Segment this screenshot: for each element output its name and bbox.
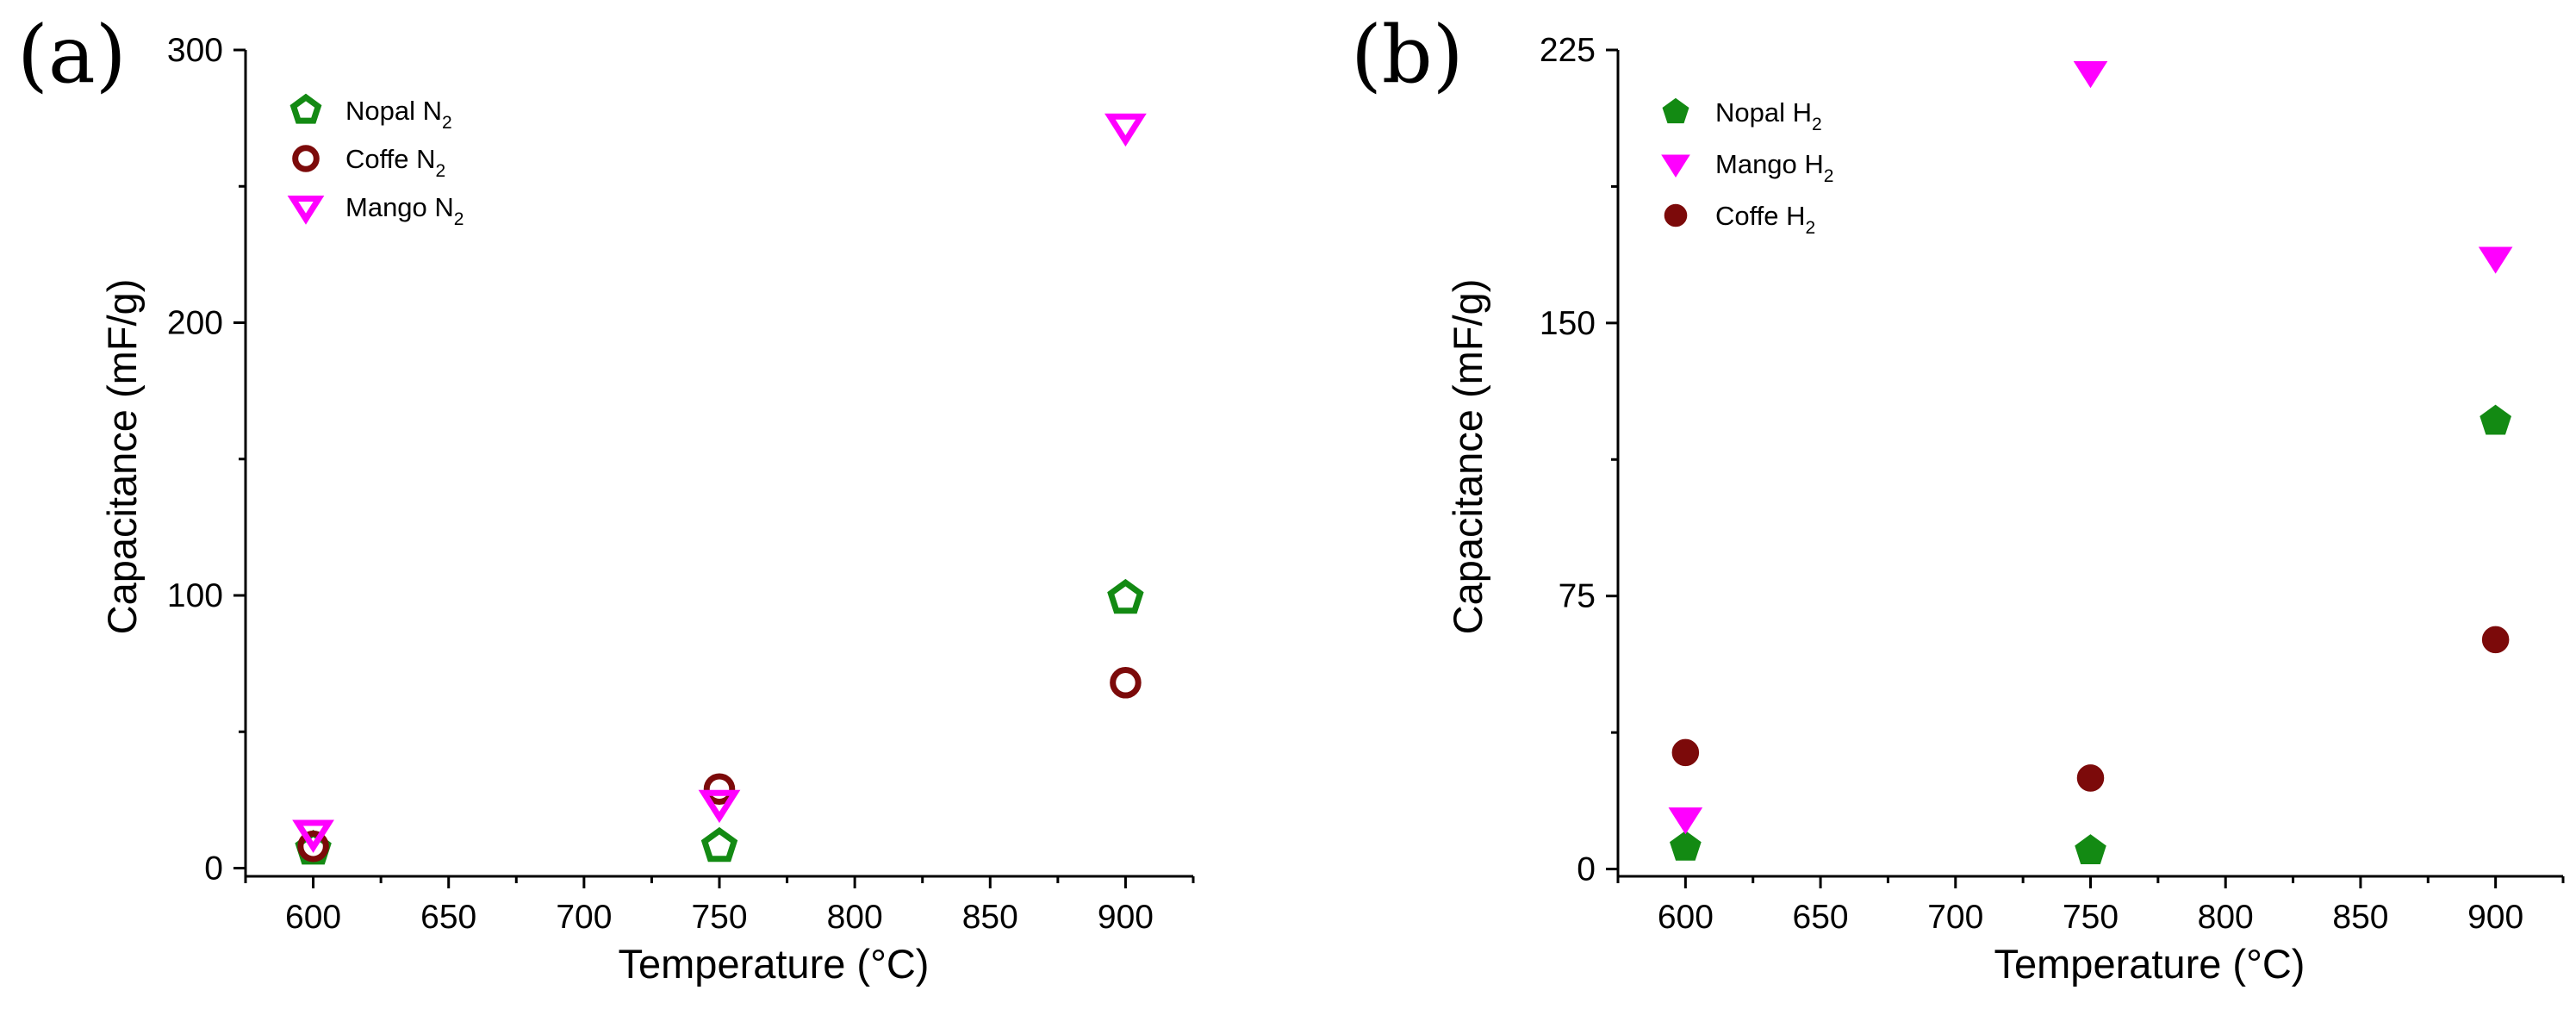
x-tick-label: 600 <box>1658 899 1714 936</box>
panel-label-b: (b) <box>1351 9 1464 101</box>
x-axis-title-b: Temperature (°C) <box>1994 941 2305 987</box>
data-point-nopal <box>700 826 738 863</box>
legend-a: Nopal N2 Coffe N2 Mango N2 <box>287 93 464 229</box>
y-axis-title-b: Capacitance (mF/g) <box>1445 279 1490 635</box>
x-tick-label: 600 <box>285 899 341 936</box>
legend-label: Mango H2 <box>1715 149 1833 186</box>
x-tick-label: 800 <box>2198 899 2254 936</box>
y-tick-label: 150 <box>1540 305 1596 342</box>
data-point-mango <box>2478 246 2513 274</box>
legend-b: Nopal H2 Mango H2 Coffe H2 <box>1661 97 1833 238</box>
legend-item-nopal: Nopal N2 <box>289 93 452 133</box>
panel-b: (b) 600 650 700 750 800 850 900 0 75 150 225 Tempe… <box>1351 9 2565 987</box>
x-tick-label: 750 <box>691 899 747 936</box>
x-tick-label: 700 <box>556 899 612 936</box>
x-tick-label: 850 <box>2332 899 2388 936</box>
legend-label: Nopal N2 <box>345 96 452 133</box>
legend-item-mango: Mango N2 <box>287 192 464 229</box>
x-axis-title-a: Temperature (°C) <box>619 941 930 987</box>
legend-marker-nopal <box>289 93 322 124</box>
ticks-b: 600 650 700 750 800 850 900 0 75 150 225 <box>1540 32 2565 936</box>
legend-item-mango: Mango H2 <box>1661 149 1833 186</box>
legend-item-nopal: Nopal H2 <box>1662 97 1822 134</box>
y-tick-label: 75 <box>1559 578 1596 615</box>
legend-label: Coffe N2 <box>345 144 445 181</box>
y-tick-label: 100 <box>167 577 223 614</box>
points-b <box>1668 61 2513 864</box>
legend-marker-mango <box>287 196 325 225</box>
y-tick-label: 300 <box>167 32 223 69</box>
data-point-mango <box>292 819 334 853</box>
y-axis-title-a: Capacitance (mF/g) <box>99 279 145 635</box>
x-tick-label: 700 <box>1927 899 1983 936</box>
data-point-mango <box>1668 807 1703 835</box>
y-tick-label: 200 <box>167 305 223 342</box>
data-point-mango <box>2073 61 2108 89</box>
x-tick-label: 750 <box>2063 899 2119 936</box>
x-tick-label: 900 <box>1098 899 1154 936</box>
legend-marker-nopal <box>1662 97 1689 124</box>
points-a <box>292 113 1147 865</box>
data-point-nopal <box>1107 578 1144 614</box>
data-point-coffe <box>703 773 736 805</box>
data-point-coffe <box>297 830 329 863</box>
legend-label: Nopal H2 <box>1715 97 1822 134</box>
data-point-coffe <box>1671 738 1700 767</box>
data-point-nopal <box>1670 830 1702 861</box>
legend-marker-coffe <box>1664 203 1688 227</box>
y-tick-label: 0 <box>1577 851 1596 888</box>
data-point-mango <box>1104 113 1147 147</box>
data-point-coffe <box>1110 667 1142 699</box>
data-point-coffe <box>2076 764 2105 792</box>
data-point-coffe <box>2481 626 2510 654</box>
legend-item-coffe: Coffe N2 <box>292 144 445 181</box>
legend-label: Coffe H2 <box>1715 201 1815 238</box>
y-tick-label: 0 <box>204 850 223 888</box>
x-tick-label: 850 <box>962 899 1018 936</box>
legend-label: Mango N2 <box>345 192 464 229</box>
x-tick-label: 900 <box>2467 899 2523 936</box>
x-tick-label: 650 <box>1793 899 1849 936</box>
x-tick-label: 650 <box>420 899 476 936</box>
data-point-nopal <box>2480 404 2511 435</box>
ticks-a: 600 650 700 750 800 850 900 0 100 200 300 <box>167 32 1195 936</box>
legend-item-coffe: Coffe H2 <box>1664 201 1815 238</box>
panel-label-a: (a) <box>17 9 127 101</box>
data-point-mango <box>698 789 741 824</box>
x-tick-label: 800 <box>827 899 883 936</box>
legend-marker-coffe <box>292 145 320 172</box>
legend-marker-mango <box>1661 154 1690 178</box>
data-point-nopal <box>2075 834 2106 864</box>
panel-a: (a) 600 650 700 750 800 850 900 0 100 200 300 Temp… <box>17 9 1195 987</box>
y-tick-label: 225 <box>1540 32 1596 69</box>
